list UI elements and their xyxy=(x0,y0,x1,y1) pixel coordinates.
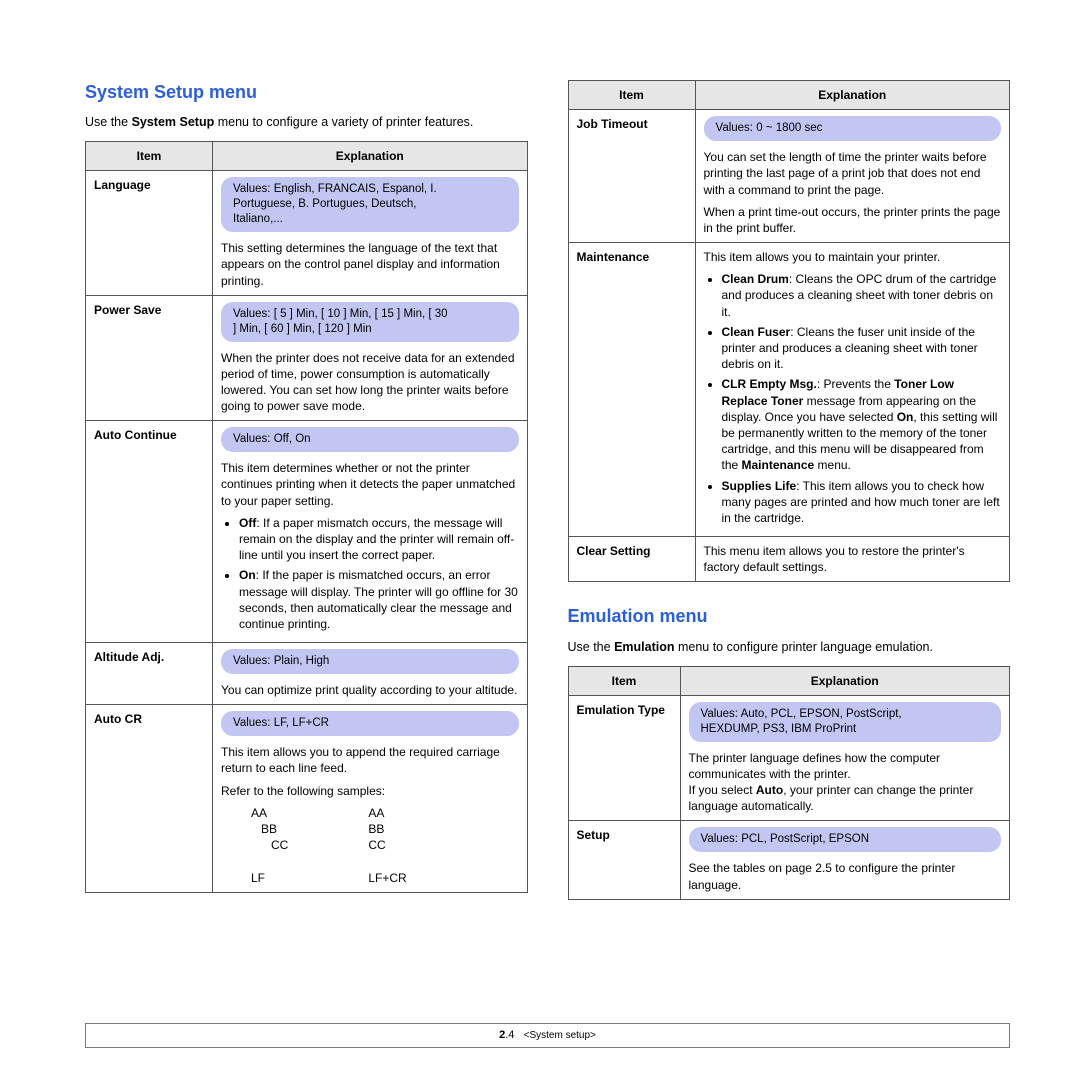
col-item: Item xyxy=(86,142,213,171)
sample-lf: AA BB CC LF xyxy=(251,805,288,886)
list-item: Supplies Life: This item allows you to c… xyxy=(722,478,1002,527)
row-explanation: Values: LF, LF+CR This item allows you t… xyxy=(213,705,528,892)
table-row: Power Save Values: [ 5 ] Min, [ 10 ] Min… xyxy=(86,295,528,421)
values-pill: Values: 0 ~ 1800 sec xyxy=(704,116,1002,141)
values-pill: Values: PCL, PostScript, EPSON xyxy=(689,827,1002,852)
row-item-label: Altitude Adj. xyxy=(86,643,213,705)
page-footer: 2.4 <System setup> xyxy=(85,1023,1010,1048)
left-column: System Setup menu Use the System Setup m… xyxy=(85,80,528,900)
sample-lfcr: AA BB CC LF+CR xyxy=(368,805,406,886)
table-header-row: Item Explanation xyxy=(568,81,1010,110)
values-pill: Values: Plain, High xyxy=(221,649,519,674)
option-list: Off: If a paper mismatch occurs, the mes… xyxy=(221,515,519,632)
page-number: .4 xyxy=(505,1029,514,1041)
table-row: Language Values: English, FRANCAIS, Espa… xyxy=(86,171,528,295)
list-item: Clean Drum: Cleans the OPC drum of the c… xyxy=(722,271,1002,320)
table-row: Auto Continue Values: Off, On This item … xyxy=(86,421,528,643)
row-explanation: Values: English, FRANCAIS, Espanol, I. P… xyxy=(213,171,528,295)
col-item: Item xyxy=(568,81,695,110)
row-explanation: Values: PCL, PostScript, EPSON See the t… xyxy=(680,821,1010,899)
table-row: Setup Values: PCL, PostScript, EPSON See… xyxy=(568,821,1010,899)
row-explanation: Values: Off, On This item determines whe… xyxy=(213,421,528,643)
col-explanation: Explanation xyxy=(213,142,528,171)
table-row: Maintenance This item allows you to main… xyxy=(568,243,1010,537)
option-list: Clean Drum: Cleans the OPC drum of the c… xyxy=(704,271,1002,526)
page-content: System Setup menu Use the System Setup m… xyxy=(0,0,1080,900)
table-row: Job Timeout Values: 0 ~ 1800 sec You can… xyxy=(568,110,1010,243)
table-row: Emulation Type Values: Auto, PCL, EPSON,… xyxy=(568,695,1010,821)
list-item: Off: If a paper mismatch occurs, the mes… xyxy=(239,515,519,564)
col-item: Item xyxy=(568,666,680,695)
right-column: Item Explanation Job Timeout Values: 0 ~… xyxy=(568,80,1011,900)
emulation-heading: Emulation menu xyxy=(568,604,1011,628)
row-item-label: Job Timeout xyxy=(568,110,695,243)
col-explanation: Explanation xyxy=(695,81,1010,110)
values-pill: Values: Off, On xyxy=(221,427,519,452)
row-item-label: Power Save xyxy=(86,295,213,421)
values-pill: Values: LF, LF+CR xyxy=(221,711,519,736)
table-header-row: Item Explanation xyxy=(568,666,1010,695)
row-explanation: Values: Plain, High You can optimize pri… xyxy=(213,643,528,705)
table-row: Auto CR Values: LF, LF+CR This item allo… xyxy=(86,705,528,892)
system-setup-table: Item Explanation Language Values: Englis… xyxy=(85,141,528,893)
row-item-label: Auto CR xyxy=(86,705,213,892)
values-pill: Values: English, FRANCAIS, Espanol, I. P… xyxy=(221,177,519,232)
emulation-intro: Use the Emulation menu to configure prin… xyxy=(568,639,1011,656)
values-pill: Values: Auto, PCL, EPSON, PostScript, HE… xyxy=(689,702,1002,742)
table-row: Altitude Adj. Values: Plain, High You ca… xyxy=(86,643,528,705)
table-row: Clear Setting This menu item allows you … xyxy=(568,537,1010,582)
row-explanation: This item allows you to maintain your pr… xyxy=(695,243,1010,537)
row-explanation: This menu item allows you to restore the… xyxy=(695,537,1010,582)
row-item-label: Auto Continue xyxy=(86,421,213,643)
row-explanation: Values: Auto, PCL, EPSON, PostScript, HE… xyxy=(680,695,1010,821)
breadcrumb: <System setup> xyxy=(524,1030,596,1041)
system-setup-table-cont: Item Explanation Job Timeout Values: 0 ~… xyxy=(568,80,1011,582)
col-explanation: Explanation xyxy=(680,666,1010,695)
system-setup-intro: Use the System Setup menu to configure a… xyxy=(85,114,528,131)
row-item-label: Emulation Type xyxy=(568,695,680,821)
system-setup-heading: System Setup menu xyxy=(85,80,528,104)
row-item-label: Setup xyxy=(568,821,680,899)
row-explanation: Values: 0 ~ 1800 sec You can set the len… xyxy=(695,110,1010,243)
row-item-label: Maintenance xyxy=(568,243,695,537)
list-item: On: If the paper is mismatched occurs, a… xyxy=(239,567,519,632)
row-item-label: Language xyxy=(86,171,213,295)
table-header-row: Item Explanation xyxy=(86,142,528,171)
list-item: CLR Empty Msg.: Prevents the Toner Low R… xyxy=(722,376,1002,473)
list-item: Clean Fuser: Cleans the fuser unit insid… xyxy=(722,324,1002,373)
values-pill: Values: [ 5 ] Min, [ 10 ] Min, [ 15 ] Mi… xyxy=(221,302,519,342)
row-item-label: Clear Setting xyxy=(568,537,695,582)
row-explanation: Values: [ 5 ] Min, [ 10 ] Min, [ 15 ] Mi… xyxy=(213,295,528,421)
emulation-table: Item Explanation Emulation Type Values: … xyxy=(568,666,1011,900)
cr-samples: AA BB CC LF AA BB CC LF+CR xyxy=(221,805,519,886)
